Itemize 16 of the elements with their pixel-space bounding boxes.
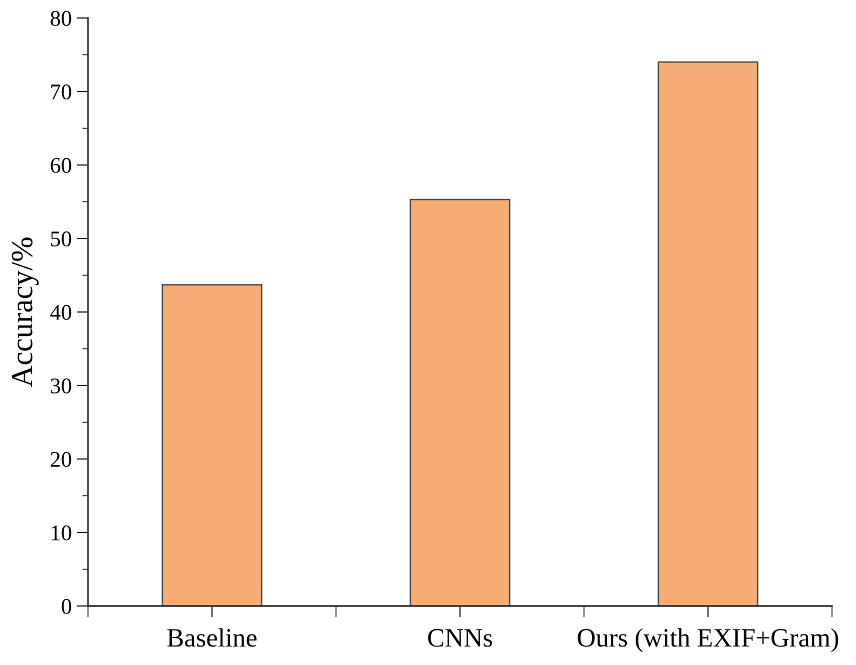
y-tick-label: 50	[51, 231, 72, 246]
bar	[410, 198, 510, 606]
bar	[162, 284, 262, 606]
y-tick-label: 70	[51, 84, 72, 100]
y-tick-label: 30	[50, 378, 72, 394]
bar	[658, 61, 758, 606]
y-tick-label: 60	[50, 158, 72, 173]
y-tick-label: 20	[50, 452, 72, 467]
x-tick-label: Baseline	[167, 628, 257, 647]
y-axis-title: Accuracy/%	[12, 238, 39, 388]
x-tick-label: CNNs	[428, 629, 492, 647]
y-tick-label: 80	[50, 10, 72, 26]
y-tick-label: 40	[50, 304, 72, 320]
y-tick-label: 10	[52, 525, 72, 540]
y-tick-label: 0	[62, 598, 72, 614]
x-tick-label: Ours (with EXIF+Gram)	[578, 628, 838, 652]
